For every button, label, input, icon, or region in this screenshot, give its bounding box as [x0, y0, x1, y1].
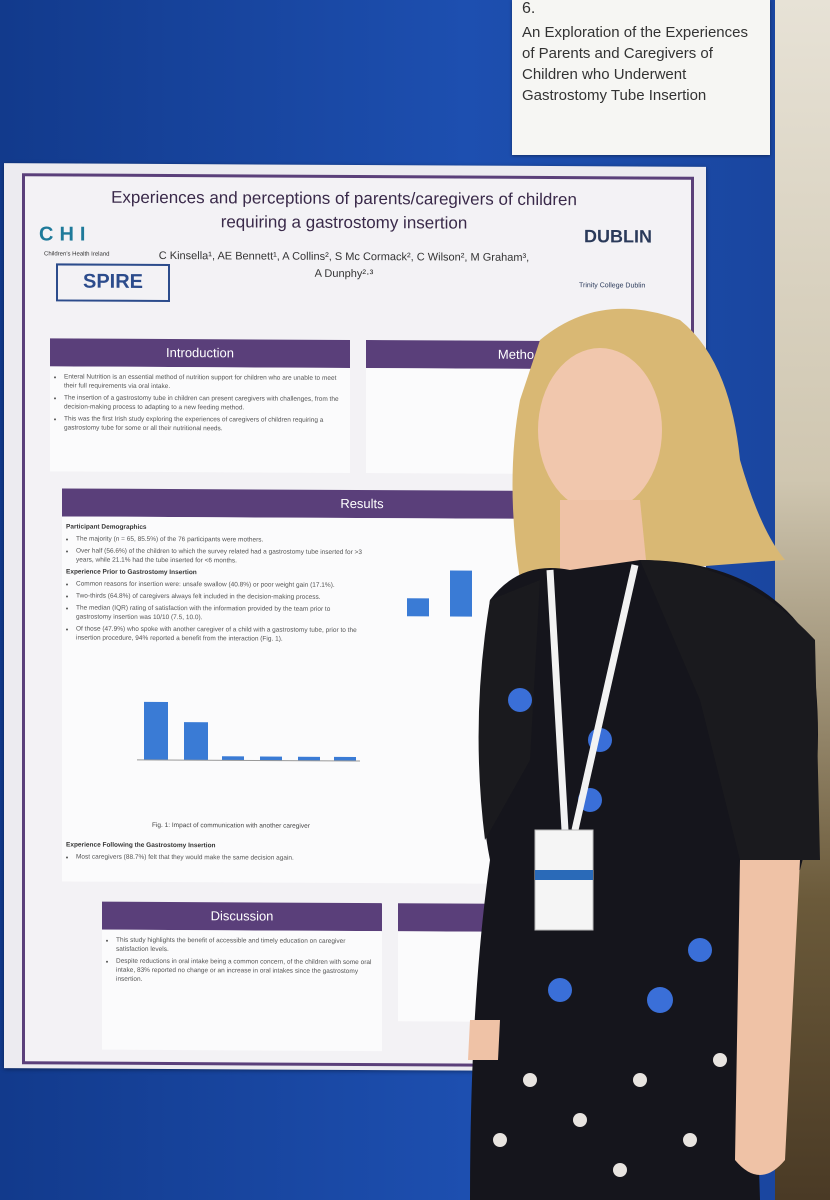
figure-bar [450, 570, 472, 617]
arms [468, 860, 800, 1175]
figure-bar [144, 701, 168, 761]
dots [493, 1053, 727, 1177]
figure-bar [184, 722, 208, 761]
lanyard [546, 564, 639, 831]
sign-number: 6. [522, 0, 536, 17]
figure-axis [137, 759, 360, 762]
figure-bar [298, 756, 320, 761]
sign: 6. An Exploration of the Experiences of … [512, 0, 770, 155]
figure-bar [407, 598, 429, 617]
results-section: Results Participant DemographicsThe majo… [62, 488, 662, 885]
figure-bar [260, 756, 282, 761]
badge-band [535, 870, 593, 880]
figure [137, 701, 360, 762]
flower-pattern [508, 688, 712, 1013]
figure-bar [222, 756, 244, 761]
figure-bar [334, 756, 356, 762]
face [538, 348, 662, 512]
sign-text: An Exploration of the Experiences of Par… [522, 24, 748, 104]
poster: Experiences and perceptions of parents/c… [4, 163, 706, 1072]
cardigan [478, 560, 820, 860]
